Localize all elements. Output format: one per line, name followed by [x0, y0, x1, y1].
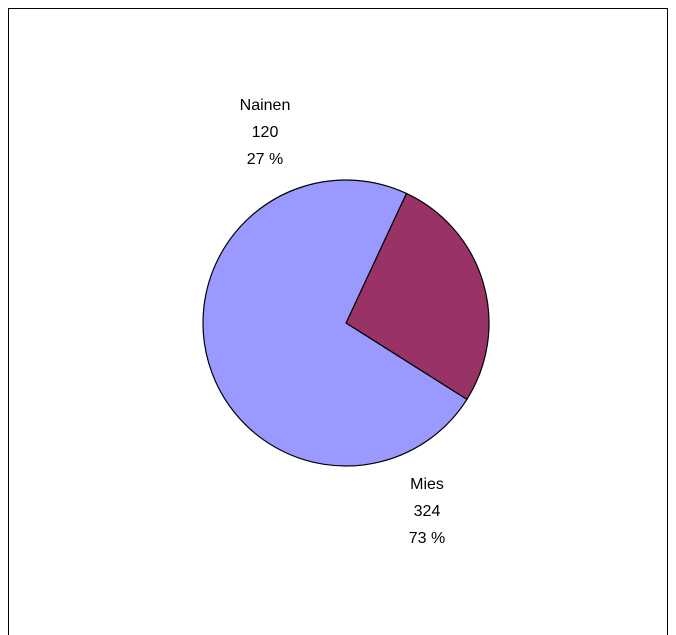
slice-label-value-nainen: 120 [252, 124, 279, 141]
slice-label-value-mies: 324 [414, 503, 441, 520]
slice-label-percent-nainen: 27 % [247, 151, 283, 168]
slice-label-percent-mies: 73 % [409, 530, 445, 547]
pie-slice-mies [202, 179, 468, 467]
pie-slices [202, 179, 490, 467]
slice-label-name-nainen: Nainen [240, 97, 291, 114]
slice-label-name-mies: Mies [410, 476, 444, 493]
pie-labels: Nainen 120 27 % Mies 324 73 % [240, 97, 446, 547]
pie-slice-nainen [345, 192, 490, 401]
